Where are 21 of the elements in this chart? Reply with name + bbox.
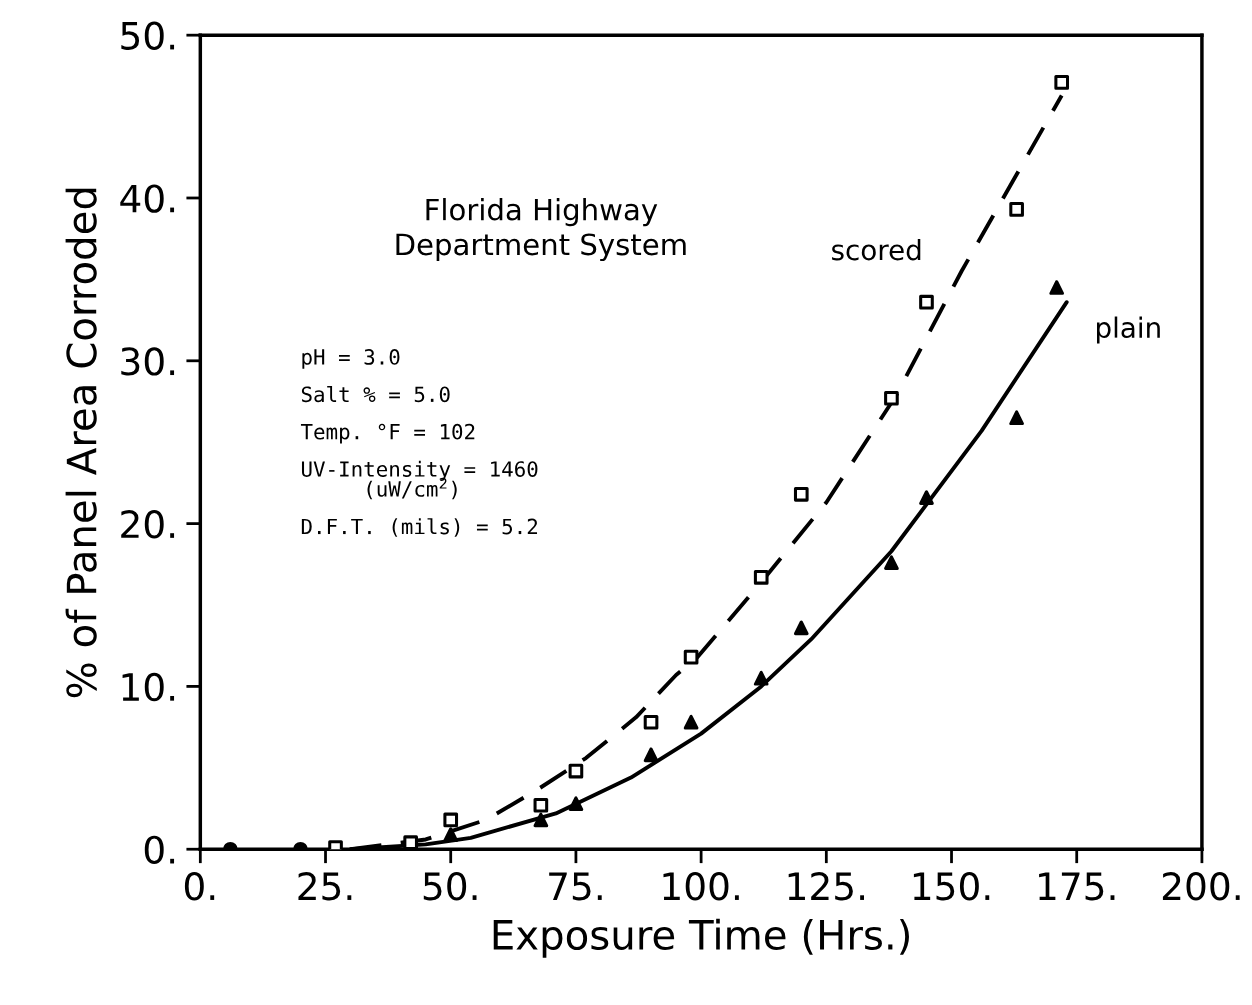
y-tick-label: 0. <box>144 835 175 865</box>
x-tick-label: 0. <box>184 872 215 901</box>
x-tick-label: 100. <box>663 872 739 901</box>
y-tick-label: 50. <box>121 21 175 50</box>
x-tick-label: 75. <box>549 872 602 901</box>
x-tick-label: 175. <box>1039 872 1115 901</box>
x-tick-label: 25. <box>298 872 352 901</box>
x-tick-label: 200. <box>1162 872 1240 901</box>
annotation: Florida Highway Department System <box>396 197 686 262</box>
y-tick-label: 40. <box>120 184 175 213</box>
series-label: plain <box>1097 316 1160 344</box>
x-tick-label: 125. <box>788 872 865 901</box>
x-tick-label: 150. <box>913 872 990 901</box>
y-tick-label: 10. <box>122 672 175 702</box>
x-axis-title: Exposure Time (Hrs.) <box>493 918 909 958</box>
series-label: scored <box>832 238 921 261</box>
annotation: pH = 3.0 Salt % = 5.0 Temp. °F = 102 UV-Intensity = 1460 (uW/cm$^{2}$) D.F.T. (mils) = 5.2 <box>300 349 538 537</box>
y-tick-label: 20. <box>121 510 175 539</box>
y-tick-label: 30. <box>121 347 175 376</box>
x-tick-label: 50. <box>423 872 477 901</box>
y-axis-title: % of Panel Area Corroded <box>65 188 97 698</box>
